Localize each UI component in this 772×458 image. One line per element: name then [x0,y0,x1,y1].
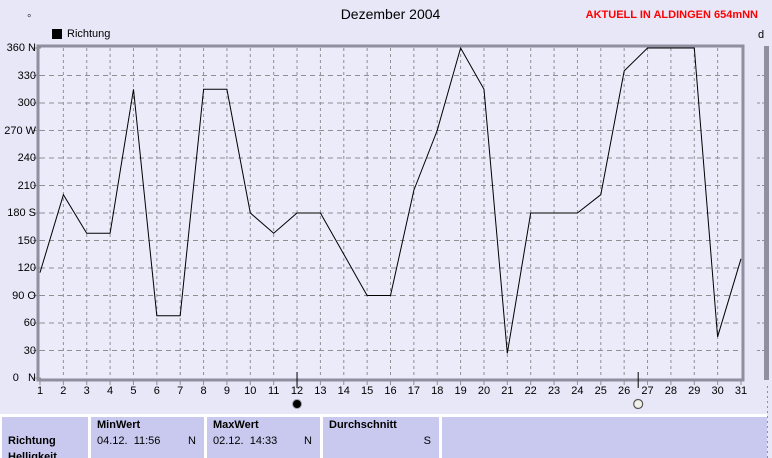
maxwert-header: MaxWert [213,419,259,431]
plot-border [36,44,745,382]
chart-legend: Richtung [52,28,110,40]
stats-cell-min: MinWert 04.12. 11:56 N [91,417,204,458]
adjacent-chart-border [764,46,769,380]
degree-symbol: ° [27,13,32,25]
durchschnitt-value: S [423,435,431,447]
richtung-line [39,46,742,354]
maxwert-datetime: 02.12. 14:33 [213,435,278,447]
full-moon-icon [633,398,644,410]
stats-cell-avg: Durchschnitt S [323,417,439,458]
legend-swatch-icon [52,29,62,39]
stats-table: Richtung Helligkeit MinWert 04.12. 11:56… [0,414,767,458]
minwert-value: N [188,435,196,447]
minwert-datetime: 04.12. 11:56 [97,435,161,447]
stats-cell-sensor: Richtung Helligkeit [2,417,88,458]
stats-cell-max: MaxWert 02.12. 14:33 N [207,417,320,458]
durchschnitt-header: Durchschnitt [329,419,397,431]
minwert-header: MinWert [97,419,141,431]
stats-cell-empty [442,417,767,458]
maxwert-value: N [304,435,312,447]
page-title: Dezember 2004 [340,6,441,22]
adjacent-chart-label: d [758,29,765,41]
stats-row-label: Richtung [8,435,56,447]
legend-label: Richtung [67,28,111,40]
new-moon-icon [292,399,303,409]
status-label: AKTUELL IN ALDINGEN 654mNN [585,9,758,21]
stats-next-row-label-clipped: Helligkeit [8,451,57,458]
